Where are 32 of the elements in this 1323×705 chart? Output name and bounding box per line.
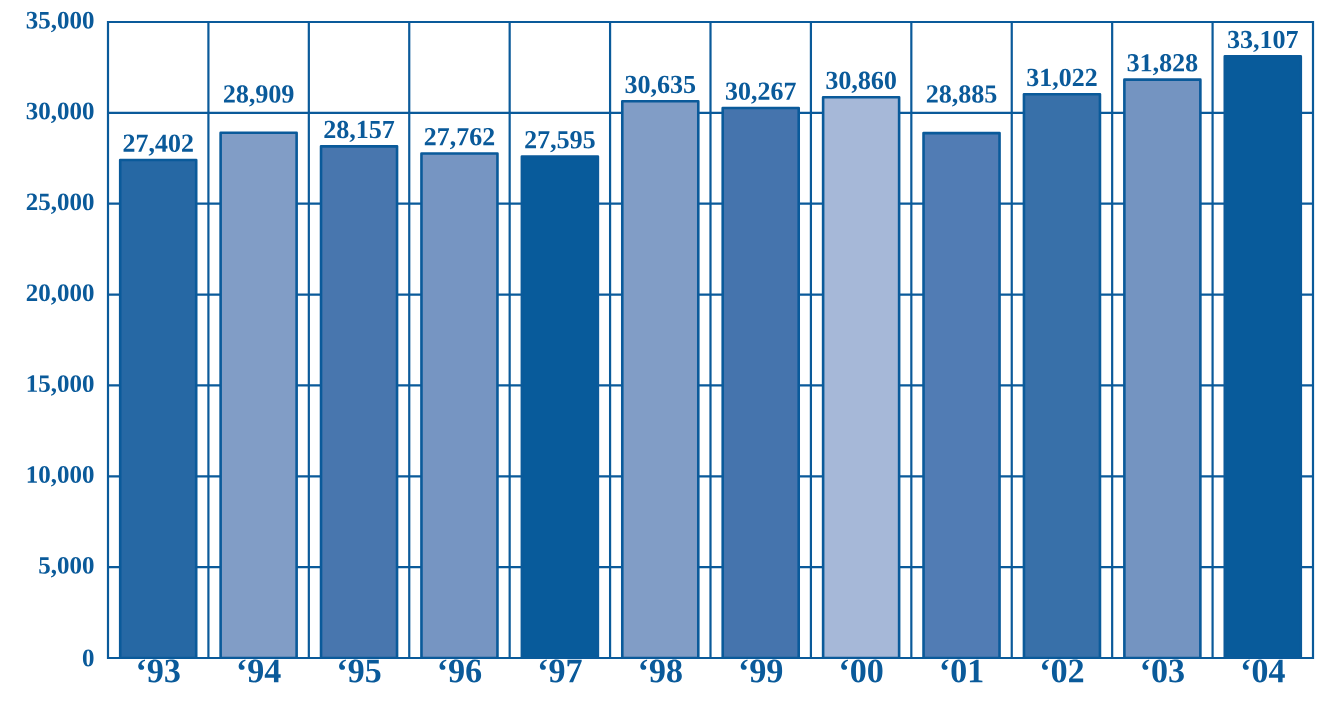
x-tick-label: ‘98 [640, 659, 682, 683]
x-tick-label: ‘93 [138, 659, 180, 683]
x-tick-label: ‘99 [740, 659, 783, 683]
y-tick-label: 15,000 [27, 375, 94, 396]
y-tick-label: 25,000 [26, 193, 94, 214]
data-label: 28,157 [324, 120, 395, 143]
data-label: 30,267 [725, 82, 796, 104]
x-tick-label: ‘96 [439, 659, 482, 683]
y-tick-label: 5,000 [39, 556, 94, 578]
data-label: 28,909 [223, 85, 294, 107]
x-tick-label: ‘02 [1041, 659, 1084, 683]
x-tick-label: ‘03 [1142, 659, 1184, 683]
y-tick-label: 10,000 [27, 466, 94, 487]
data-label: 27,595 [525, 131, 595, 153]
x-tick-label: ‘94 [238, 659, 281, 683]
y-tick-label: 0 [82, 649, 94, 667]
x-tick-label: ‘04 [1242, 659, 1285, 683]
x-tick-label: ‘01 [941, 659, 983, 683]
data-label: 27,402 [123, 134, 193, 156]
x-tick-label: ‘97 [539, 659, 582, 683]
data-label: 27,762 [424, 127, 495, 150]
x-tick-label: ‘95 [339, 659, 381, 683]
y-tick-label: 35,000 [26, 11, 94, 33]
x-tick-label: ‘00 [841, 659, 883, 683]
y-tick-label: 20,000 [26, 284, 94, 305]
data-label: 28,885 [926, 85, 997, 107]
data-label: 33,107 [1228, 30, 1298, 53]
data-label: 30,860 [826, 71, 896, 93]
data-label: 31,022 [1027, 68, 1097, 90]
data-label: 31,828 [1127, 54, 1198, 76]
y-tick-label: 30,000 [26, 102, 94, 124]
data-label: 30,635 [625, 75, 696, 98]
